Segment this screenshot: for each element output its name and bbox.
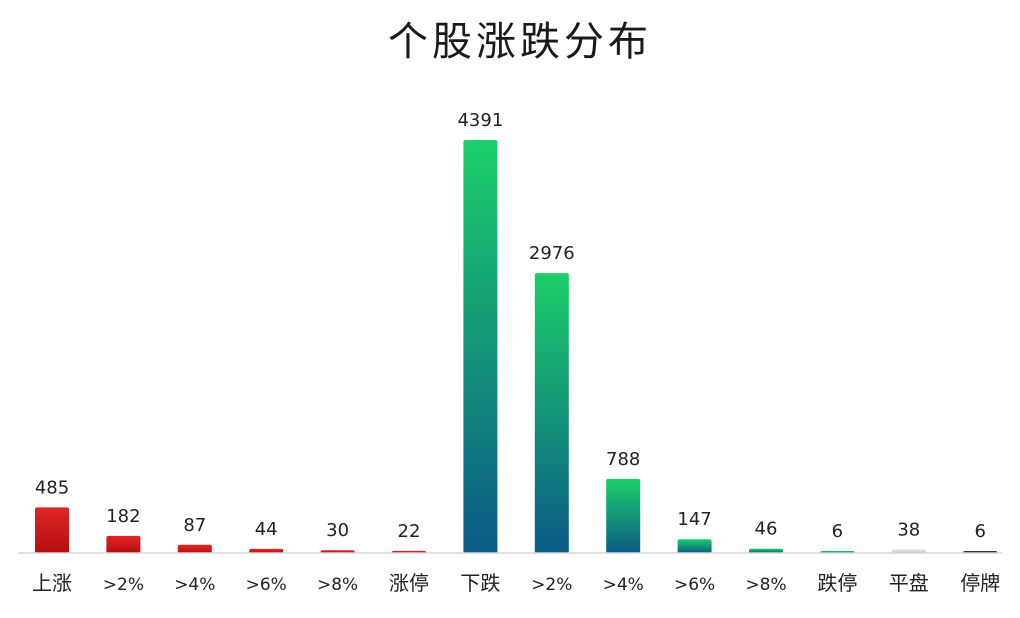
value-label-11: 6 bbox=[832, 521, 843, 542]
tick-label-6: 下跌 bbox=[460, 571, 500, 595]
bars-group bbox=[35, 140, 998, 553]
bar-3 bbox=[249, 548, 284, 553]
tick-label-1: >2% bbox=[103, 575, 144, 595]
value-label-8: 788 bbox=[606, 449, 640, 470]
tick-label-7: >2% bbox=[531, 575, 572, 595]
bar-12 bbox=[891, 549, 926, 553]
value-labels-group: 485 182 87 44 30 22 4391 2976 788 147 46 6 38 6 bbox=[35, 110, 986, 542]
tick-label-8: >4% bbox=[603, 575, 644, 595]
value-label-4: 30 bbox=[326, 520, 349, 541]
bar-8 bbox=[606, 478, 641, 553]
tick-label-2: >4% bbox=[174, 575, 215, 595]
bar-7 bbox=[534, 273, 569, 553]
bar-1 bbox=[106, 535, 141, 553]
value-label-1: 182 bbox=[106, 506, 140, 527]
tick-label-13: 停牌 bbox=[960, 571, 1000, 595]
value-label-5: 22 bbox=[398, 521, 421, 542]
bar-9 bbox=[677, 539, 712, 553]
value-label-7: 2976 bbox=[529, 243, 575, 264]
tick-label-10: >8% bbox=[745, 575, 786, 595]
bar-6 bbox=[463, 140, 498, 553]
tick-label-11: 跌停 bbox=[817, 571, 857, 595]
tick-label-0: 上涨 bbox=[32, 571, 72, 595]
x-axis-tick-labels: 上涨 >2% >4% >6% >8% 涨停 下跌 >2% >4% >6% >8% 跌停 平盘 停牌 bbox=[32, 571, 1000, 595]
value-label-3: 44 bbox=[255, 519, 278, 540]
value-label-9: 147 bbox=[677, 509, 711, 530]
tick-label-3: >6% bbox=[246, 575, 287, 595]
tick-label-9: >6% bbox=[674, 575, 715, 595]
value-label-10: 46 bbox=[755, 519, 778, 540]
value-label-6: 4391 bbox=[457, 110, 503, 131]
value-label-0: 485 bbox=[35, 477, 69, 498]
tick-label-12: 平盘 bbox=[889, 571, 929, 595]
value-label-13: 6 bbox=[974, 521, 985, 542]
bar-10 bbox=[749, 548, 783, 553]
tick-label-5: 涨停 bbox=[389, 571, 429, 595]
bar-2 bbox=[177, 544, 212, 553]
bar-0 bbox=[35, 507, 69, 553]
chart-title: 个股涨跌分布 bbox=[388, 19, 652, 65]
value-label-12: 38 bbox=[897, 519, 920, 540]
value-label-2: 87 bbox=[183, 515, 206, 536]
tick-label-4: >8% bbox=[317, 575, 358, 595]
